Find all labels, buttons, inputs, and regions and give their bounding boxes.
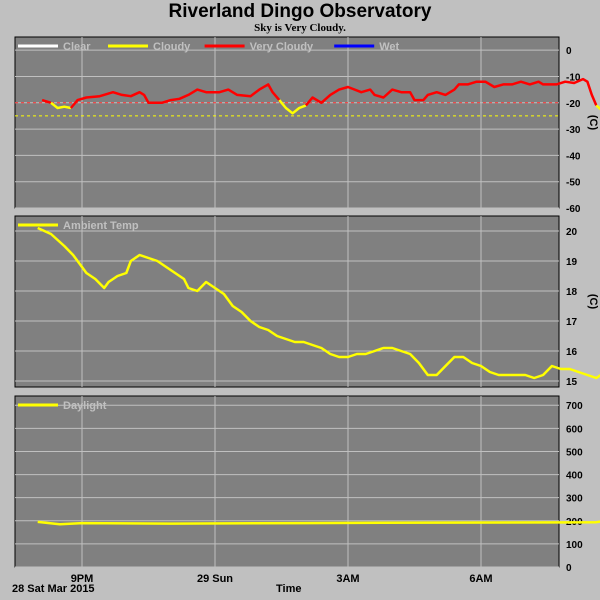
x-axis-label: Time — [276, 583, 302, 595]
daylight-ytick-label: 100 — [566, 540, 583, 551]
sky-ylabel: (C) — [587, 115, 599, 131]
sky-ytick-label: -60 — [566, 204, 581, 215]
daylight-ytick-label: 0 — [566, 563, 572, 574]
ambient-series-line — [37, 226, 600, 380]
daylight-ytick-label: 600 — [566, 424, 583, 435]
sky-panel — [14, 36, 560, 209]
sky-legend-label: Very Cloudy — [250, 41, 314, 53]
sky-legend-label: Clear — [63, 41, 91, 53]
sky-series-line — [50, 101, 72, 110]
sky-ytick-label: -50 — [566, 178, 581, 189]
x-tick-label: 29 Sun — [197, 573, 233, 585]
sky-legend-label: Wet — [379, 41, 399, 53]
sky-series-line — [278, 99, 307, 115]
x-tick-label: 3AM — [336, 573, 359, 585]
ambient-ytick-label: 17 — [566, 317, 578, 328]
daylight-ytick-label: 500 — [566, 447, 583, 458]
ambient-panel — [14, 215, 560, 388]
sky-ytick-label: 0 — [566, 46, 572, 57]
sky-ytick-label: -20 — [566, 99, 581, 110]
ambient-ytick-label: 15 — [566, 377, 578, 388]
ambient-ytick-label: 20 — [566, 227, 578, 238]
sky-series-line — [41, 98, 52, 104]
sky-ytick-label: -30 — [566, 125, 581, 136]
sky-ytick-label: -40 — [566, 151, 581, 162]
sky-series-line — [595, 104, 600, 111]
page-title: Riverland Dingo Observatory — [168, 1, 432, 22]
ambient-ytick-label: 19 — [566, 257, 578, 268]
ambient-ylabel: (C) — [587, 294, 599, 310]
sky-ytick-label: -10 — [566, 72, 581, 83]
x-tick-label: 9PM — [71, 573, 94, 585]
x-tick-label: 6AM — [469, 573, 492, 585]
sky-series-line — [304, 77, 598, 107]
daylight-ytick-label: 300 — [566, 494, 583, 505]
daylight-ytick-label: 400 — [566, 471, 583, 482]
sky-status: Sky is Very Cloudy. — [254, 22, 346, 34]
daylight-panel — [14, 395, 560, 568]
sky-series-line — [69, 83, 281, 109]
daylight-ytick-label: 700 — [566, 401, 583, 412]
ambient-ytick-label: 18 — [566, 287, 578, 298]
ambient-ytick-label: 16 — [566, 347, 578, 358]
date-label: 28 Sat Mar 2015 — [12, 583, 95, 595]
ambient-legend-label: Ambient Temp — [63, 220, 139, 232]
sky-legend-label: Cloudy — [153, 41, 191, 53]
daylight-series-line — [37, 520, 600, 526]
daylight-legend-label: Daylight — [63, 400, 107, 412]
